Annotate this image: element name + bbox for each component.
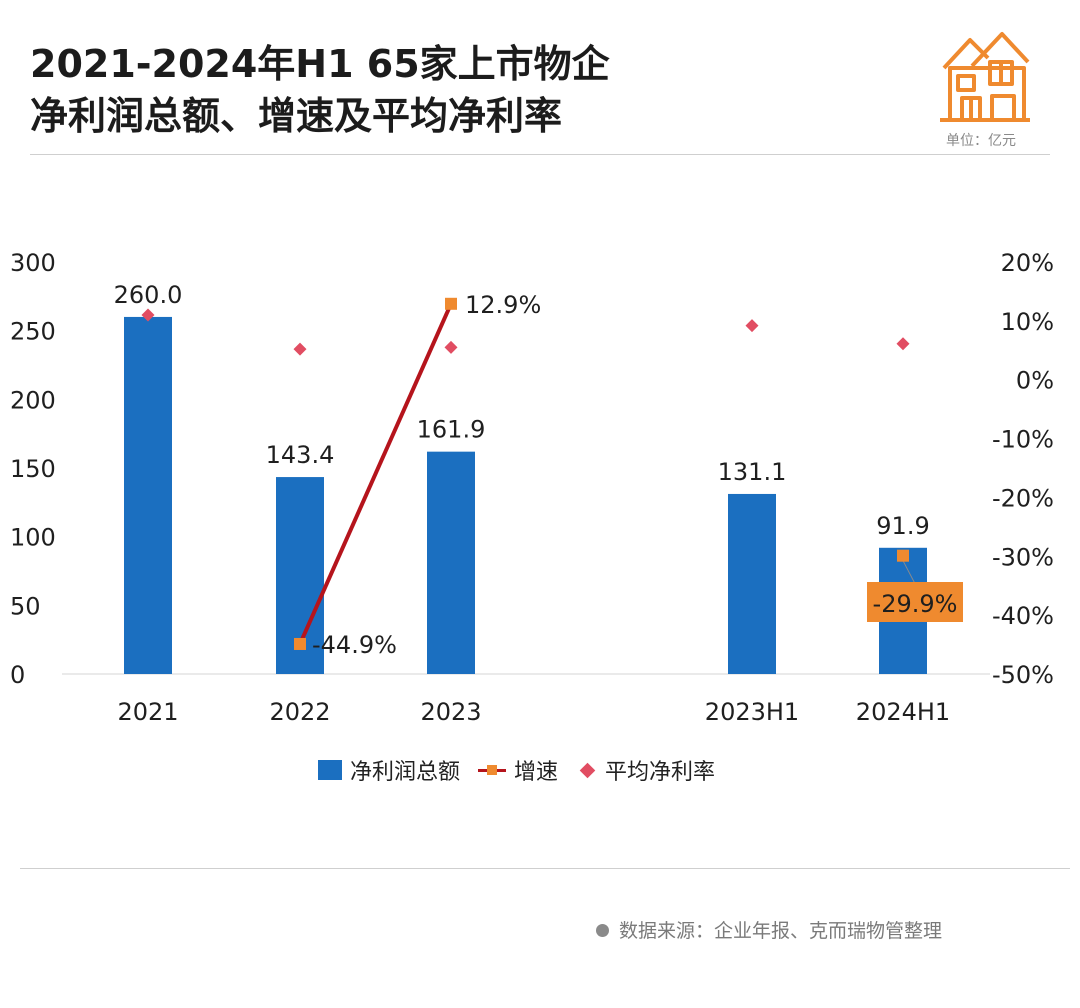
- unit-label: 单位：亿元: [946, 133, 1016, 149]
- legend-label-margin: 平均净利率: [605, 760, 716, 785]
- growth-label: -29.9%: [873, 590, 958, 618]
- chart-title-line-1: 2021-2024年H1 65家上市物企: [30, 42, 610, 86]
- footer-divider: [20, 868, 1070, 869]
- legend-swatch-line: [478, 760, 507, 780]
- y-left-tick-label: 0: [10, 661, 25, 689]
- y-right-tick-label: 0%: [1016, 367, 1054, 395]
- y-right-tick-label: -20%: [992, 484, 1054, 512]
- y-left-tick-label: 250: [10, 318, 56, 346]
- growth-label: 12.9%: [465, 291, 541, 319]
- growth-line: [298, 302, 453, 645]
- margin-point-2023: [444, 340, 458, 354]
- bar-value-label: 260.0: [114, 281, 183, 309]
- legend-label-net-profit: 净利润总额: [350, 760, 461, 785]
- legend-label-growth: 增速: [514, 760, 559, 785]
- x-tick-label: 2023H1: [705, 698, 799, 726]
- bar-2021: [124, 316, 172, 674]
- title-divider: [30, 154, 1050, 155]
- margin-point-2024H1: [896, 337, 910, 351]
- x-tick-label: 2022: [269, 698, 330, 726]
- y-right-tick-label: -30%: [992, 543, 1054, 571]
- chart-legend: 净利润总额 增速 平均净利率: [318, 754, 733, 786]
- bar-value-label: 91.9: [876, 512, 929, 540]
- bar-2023H1: [728, 493, 776, 674]
- y-right-tick-label: -10%: [992, 426, 1054, 454]
- source-text: 数据来源：企业年报、克而瑞物管整理: [619, 920, 943, 942]
- chart-title-line-2: 净利润总额、增速及平均净利率: [30, 94, 563, 138]
- y-left-tick-label: 200: [10, 386, 56, 414]
- bar-value-label: 131.1: [718, 458, 787, 486]
- margin-point-2021: [141, 308, 155, 322]
- growth-label: -44.9%: [312, 631, 397, 659]
- callout-leader: [902, 560, 916, 584]
- y-right-tick-label: -40%: [992, 602, 1054, 630]
- growth-point-2023: [445, 297, 457, 310]
- y-right-tick-label: 20%: [1001, 249, 1054, 277]
- y-left-tick-label: 50: [10, 592, 41, 620]
- chart-canvas: 0 50 100 150 200 250 300 -50% -40% -30% -20% -10% 0…: [10, 249, 1054, 726]
- growth-point-2022: [294, 637, 306, 650]
- y-left-tick-label: 300: [10, 249, 56, 277]
- legend-item-net-profit: 净利润总额: [318, 754, 460, 786]
- legend-swatch-bar: [318, 760, 342, 780]
- bar-value-label: 143.4: [266, 441, 335, 469]
- x-tick-label: 2023: [420, 698, 481, 726]
- legend-swatch-diamond: [579, 762, 596, 778]
- x-tick-label: 2024H1: [856, 698, 950, 726]
- y-left-tick-label: 150: [10, 455, 56, 483]
- source-note: 数据来源：企业年报、克而瑞物管整理: [596, 916, 942, 943]
- chart-title: 2021-2024年H1 65家上市物企 净利润总额、增速及平均净利率: [30, 38, 610, 142]
- legend-item-margin: 平均净利率: [576, 754, 715, 786]
- y-right-tick-label: -50%: [992, 661, 1054, 689]
- margin-point-2022: [293, 342, 307, 356]
- x-tick-label: 2021: [117, 698, 178, 726]
- house-icon: [940, 32, 1030, 122]
- bar-2023: [427, 451, 475, 674]
- margin-point-2023H1: [745, 319, 759, 333]
- legend-item-growth: 增速: [478, 754, 558, 786]
- growth-callout-box: [867, 582, 963, 622]
- growth-point-2024H1: [897, 549, 909, 562]
- y-right-tick-label: 10%: [1001, 308, 1054, 336]
- y-left-tick-label: 100: [10, 524, 56, 552]
- bar-value-label: 161.9: [417, 416, 486, 444]
- bullet-icon: [596, 924, 609, 937]
